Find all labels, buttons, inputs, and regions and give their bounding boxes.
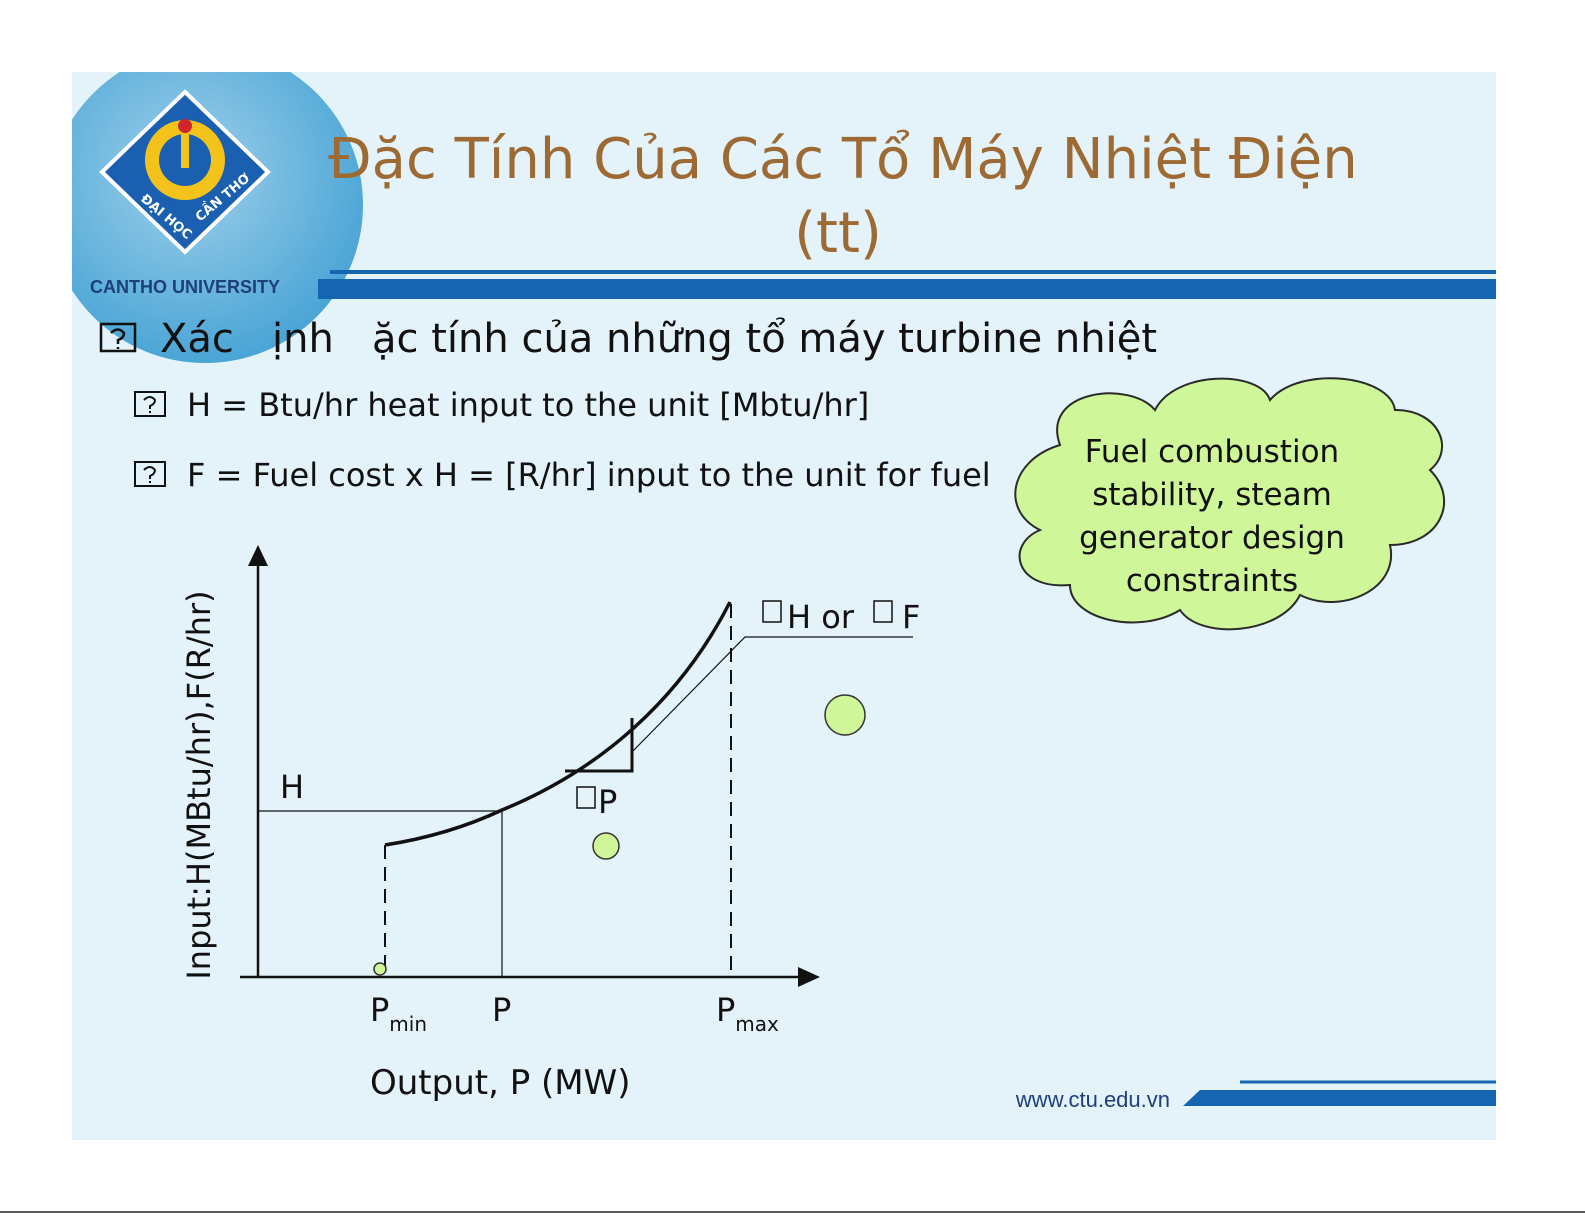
callout-text: constraints	[1126, 563, 1298, 599]
subitem-text: F = Fuel cost x H = [R/hr] input to the …	[187, 456, 991, 494]
header-band-thin	[330, 270, 1496, 274]
x-mark-text: P	[716, 991, 735, 1029]
callout-text: stability, steam	[1092, 477, 1332, 513]
x-mark-sub: max	[735, 1012, 779, 1036]
bullet-glyph	[99, 322, 137, 353]
h-label: H	[280, 768, 304, 806]
slide-title: Đặc Tính Của Các Tổ Máy Nhiệt Điện	[328, 127, 1357, 192]
callout-text: Fuel combustion	[1085, 434, 1339, 470]
decor-dot	[373, 962, 387, 976]
x-mark-label: Pmax	[716, 991, 779, 1036]
delta-glyph	[576, 600, 893, 809]
slide-title: (tt)	[794, 201, 882, 266]
diagram	[240, 545, 913, 987]
slope-triangle	[565, 718, 634, 773]
slope-label: F	[902, 598, 920, 636]
x-mark-label: P	[492, 991, 511, 1029]
logo-caption: CANTHO UNIVERSITY	[90, 277, 280, 297]
x-mark-sub: min	[389, 1012, 427, 1036]
callout-text: generator design	[1079, 520, 1345, 556]
y-axis-label: Input:H(MBtu/hr),F(R/hr)	[180, 590, 218, 979]
delta-p-label: P	[598, 783, 617, 821]
footer-url: www.ctu.edu.vn	[1015, 1087, 1170, 1112]
leader-line	[631, 636, 913, 753]
x-mark-label: Pmin	[370, 991, 427, 1036]
decor-dot	[824, 694, 866, 736]
cost-curve	[384, 601, 732, 847]
bullet-glyph	[134, 391, 166, 487]
bullet-text: Xác ịnh ặc tính của những tổ máy turbine…	[160, 316, 1157, 362]
header-band	[318, 279, 1496, 299]
logo: ĐẠI HỌC CẦN THƠ CANTHO UNIVERSITY	[90, 89, 280, 297]
slope-label: H or	[787, 598, 855, 636]
x-mark-text: P	[370, 991, 389, 1029]
x-axis-label: Output, P (MW)	[370, 1063, 631, 1103]
subitem-text: H = Btu/hr heat input to the unit [Mbtu/…	[187, 386, 869, 424]
callout-cloud	[1014, 377, 1446, 631]
footer-band	[1183, 1090, 1496, 1106]
decor-dot	[592, 832, 620, 860]
